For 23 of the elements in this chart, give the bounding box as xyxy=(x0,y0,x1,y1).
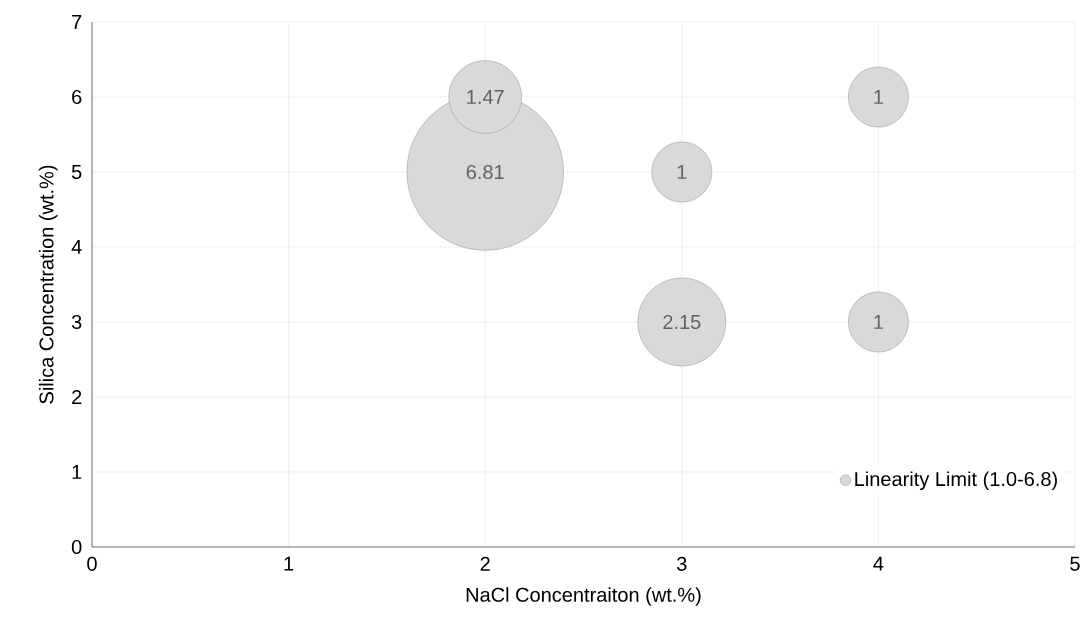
x-tick-label: 1 xyxy=(284,556,294,571)
y-tick-label: 6 xyxy=(72,89,82,105)
x-tick-label: 4 xyxy=(873,556,884,571)
x-tick-label: 0 xyxy=(87,556,97,571)
data-label: 2.15 xyxy=(663,314,701,330)
x-tick-label: 3 xyxy=(676,556,687,571)
data-label: 1 xyxy=(874,90,883,104)
data-label: 6.81 xyxy=(466,164,504,180)
y-tick-label: 3 xyxy=(71,314,82,330)
data-label: 1.47 xyxy=(467,90,504,104)
y-tick-label: 4 xyxy=(71,240,82,254)
x-tick-label: 2 xyxy=(480,556,490,571)
x-tick-label: 5 xyxy=(1070,556,1080,571)
data-label: 1 xyxy=(874,315,883,329)
legend-label: Linearity Limit (1.0-6.8) xyxy=(855,471,1057,491)
y-tick-label: 1 xyxy=(72,465,82,479)
y-tick-label: 2 xyxy=(72,390,82,404)
y-tick-label: 0 xyxy=(71,539,82,555)
y-axis-title: Silica Concentration (wt.%) xyxy=(38,165,58,404)
x-axis-title: NaCl Concentraiton (wt.%) xyxy=(466,587,701,606)
y-tick-label: 5 xyxy=(71,165,82,179)
y-tick-label: 7 xyxy=(72,15,82,29)
data-label: 1 xyxy=(677,165,687,179)
